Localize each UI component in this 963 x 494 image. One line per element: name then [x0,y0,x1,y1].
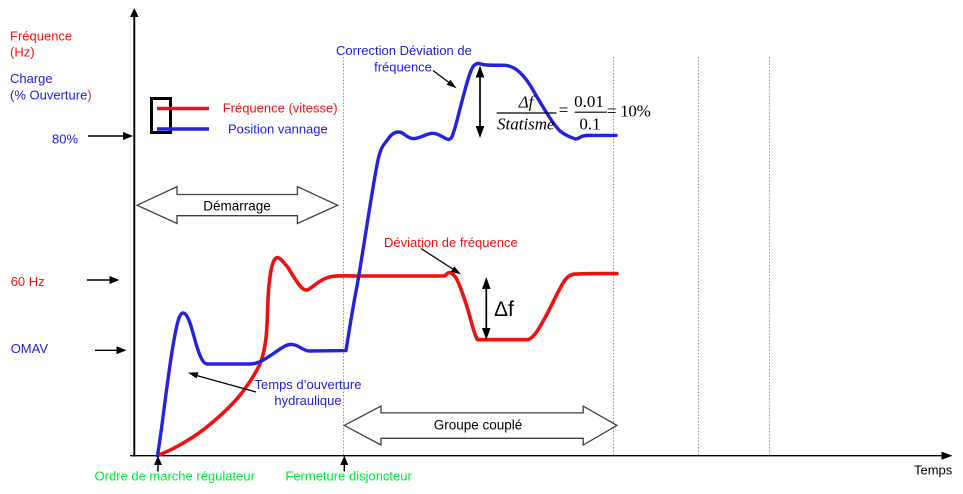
svg-text:Temps d’ouverture: Temps d’ouverture [255,377,362,392]
svg-text:Ordre de marche régulateur: Ordre de marche régulateur [95,469,256,484]
svg-text:hydraulique: hydraulique [274,393,341,408]
svg-text:Déviation de fréquence: Déviation de fréquence [384,235,518,250]
svg-text:Statisme: Statisme [497,115,555,134]
svg-text:Δf: Δf [518,93,536,112]
svg-text:Démarrage: Démarrage [203,199,271,214]
svg-text:60 Hz: 60 Hz [11,274,45,289]
svg-text:=: = [559,101,569,120]
svg-text:fréquence: fréquence [374,60,432,75]
svg-text:Position vannage: Position vannage [228,122,328,137]
svg-text:Δf: Δf [494,298,514,321]
svg-text:Fréquence (vitesse): Fréquence (vitesse) [223,101,338,116]
svg-text:(% Ouverture): (% Ouverture) [10,88,92,103]
svg-text:80%: 80% [52,132,78,147]
svg-text:Temps: Temps [914,462,953,477]
svg-text:Charge: Charge [10,71,53,86]
svg-text:OMAV: OMAV [11,341,49,356]
svg-text:(Hz): (Hz) [10,45,35,60]
svg-text:Groupe couplé: Groupe couplé [434,418,523,433]
svg-text:0.1: 0.1 [579,115,600,134]
svg-text:= 10%: = 10% [607,102,651,121]
svg-text:Fermeture disjoncteur: Fermeture disjoncteur [285,469,412,484]
svg-text:Fréquence: Fréquence [10,29,72,44]
svg-text:0.01: 0.01 [574,92,604,111]
svg-text:Correction Déviation de: Correction Déviation de [336,43,472,58]
